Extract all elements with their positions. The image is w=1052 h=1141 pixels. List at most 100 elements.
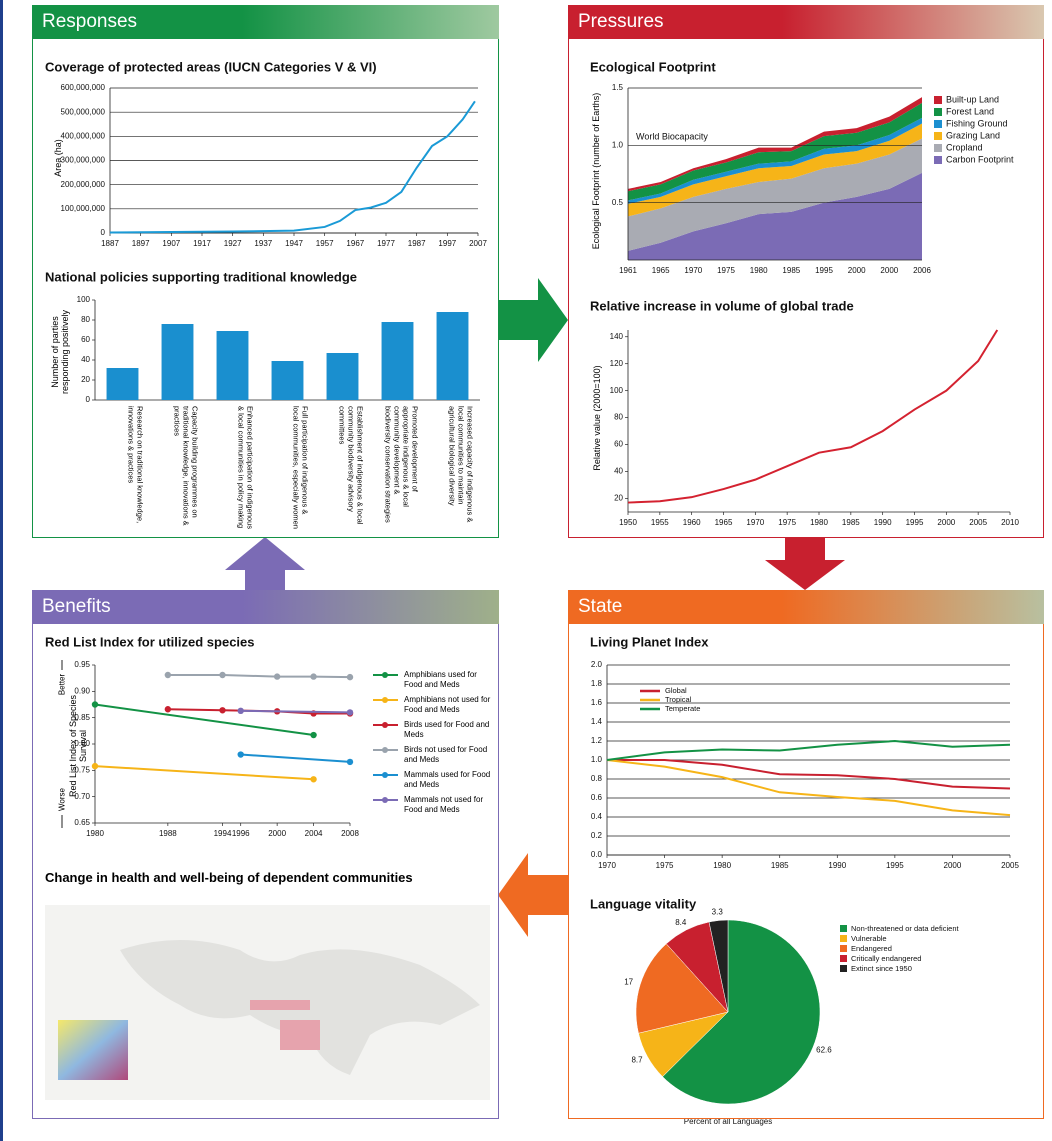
x-tick-label: 2005 [1001, 861, 1019, 870]
y-axis-label: Red List Index of Species Survival [68, 694, 88, 798]
x-tick-label: 1997 [438, 239, 456, 248]
y-tick-label: 0.75 [74, 765, 90, 774]
bar [216, 331, 249, 400]
chart-title: Living Planet Index [590, 634, 709, 649]
y-tick-label: 20 [81, 375, 90, 384]
x-tick-label: 1960 [683, 518, 701, 527]
x-tick-label: 1987 [408, 239, 426, 248]
x-tick-label: 2010 [1001, 518, 1019, 527]
y-tick-label: 1.5 [612, 83, 624, 92]
y-tick-label: 40 [81, 355, 90, 364]
y-tick-label: 100 [77, 295, 91, 304]
line [606, 739, 1011, 761]
y-tick-label: 0.6 [591, 793, 603, 802]
panel-header: Benefits [32, 590, 499, 624]
x-tick-label: 1955 [651, 518, 669, 527]
y-tick-label: 0.2 [591, 831, 603, 840]
x-tick-label: 1937 [254, 239, 272, 248]
x-tick-label: Research on traditional knowledge, innov… [126, 406, 145, 524]
x-tick-label: Promoted development of appropriate indi… [383, 406, 420, 523]
y-tick-label: 40 [614, 467, 623, 476]
point [219, 671, 226, 679]
y-tick-label: 0 [101, 228, 106, 237]
chart-title: National policies supporting traditional… [45, 269, 357, 284]
legend-label: Tropical [665, 695, 692, 704]
arrow [498, 278, 568, 362]
x-tick-label: 1970 [598, 861, 616, 870]
point [164, 706, 172, 713]
y-tick-label: 100 [610, 386, 624, 395]
x-tick-label: 1990 [874, 518, 892, 527]
y-tick-label: 2.0 [591, 660, 603, 669]
line [606, 759, 1011, 817]
x-tick-label: 1967 [346, 239, 364, 248]
x-tick-label: 2006 [913, 266, 931, 275]
y-tick-label: 0.0 [591, 850, 603, 859]
x-tick-label: Establishment of indigenous & local comm… [337, 406, 365, 525]
x-tick-label: 1980 [86, 829, 104, 838]
area [628, 138, 922, 251]
point [273, 673, 281, 680]
x-tick-label: 1988 [159, 829, 177, 838]
bar [106, 368, 139, 400]
y-tick-label: 600,000,000 [61, 83, 106, 92]
legend-label: Amphibians not used for Food and Meds [404, 695, 491, 714]
legend-label: Fishing Ground [946, 118, 1008, 128]
data-label: 3.3 [712, 908, 724, 917]
y-tick-label: 80 [81, 315, 90, 324]
x-tick-label: 1897 [132, 239, 150, 248]
legend-label: Birds not used for Food and Meds [404, 745, 488, 764]
y-tick-label: 1.0 [612, 140, 624, 149]
bar [271, 361, 304, 400]
point [164, 671, 172, 679]
legend-swatch [840, 935, 847, 942]
panel-header: Responses [32, 5, 499, 39]
legend-label: Endangered [851, 944, 892, 953]
legend-swatch [934, 132, 942, 140]
x-tick-label: 1980 [810, 518, 828, 527]
x-tick-label: 1961 [619, 266, 637, 275]
y-tick-label: 1.4 [591, 717, 603, 726]
panel-header: State [568, 590, 1044, 624]
y-tick-label: 0.70 [74, 792, 90, 801]
x-tick-label: 2004 [305, 829, 323, 838]
pie-slice [635, 943, 729, 1034]
y-tick-label: 1.0 [591, 755, 603, 764]
point [91, 762, 99, 770]
legend-marker [382, 797, 388, 803]
point [310, 673, 317, 680]
legend-label: Global [665, 686, 687, 695]
panel-header: Pressures [568, 5, 1044, 39]
legend-swatch [840, 955, 847, 962]
x-tick-label: 1970 [684, 266, 702, 275]
y-tick-label: 60 [614, 440, 623, 449]
y-tick-label: 0.4 [591, 812, 603, 821]
x-tick-label: 1977 [377, 239, 395, 248]
y-axis-label: Relative value (2000=100) [592, 365, 602, 471]
panel [568, 5, 1044, 538]
area [628, 123, 922, 217]
y-tick-label: 200,000,000 [61, 180, 106, 189]
annotation: Worse [57, 788, 67, 811]
legend-swatch [840, 925, 847, 932]
y-tick-label: 60 [81, 335, 90, 344]
y-tick-label: 1.2 [591, 736, 603, 745]
legend-label: Non-threatened or data deficient [851, 924, 959, 933]
legend-swatch [840, 965, 847, 972]
x-tick-label: 1985 [782, 266, 800, 275]
x-tick-label: 1996 [232, 829, 250, 838]
y-tick-label: 500,000,000 [61, 107, 106, 116]
y-tick-label: 0.65 [74, 818, 90, 827]
legend-marker [382, 697, 388, 703]
legend-label: Built-up Land [946, 94, 999, 104]
y-tick-label: 140 [610, 332, 624, 341]
y-tick-label: 20 [614, 494, 623, 503]
point [346, 673, 354, 681]
x-tick-label: 2000 [944, 861, 962, 870]
legend-swatch [934, 108, 942, 116]
bar [381, 322, 414, 400]
x-tick-label: 1995 [815, 266, 833, 275]
y-tick-label: 100,000,000 [61, 204, 106, 213]
